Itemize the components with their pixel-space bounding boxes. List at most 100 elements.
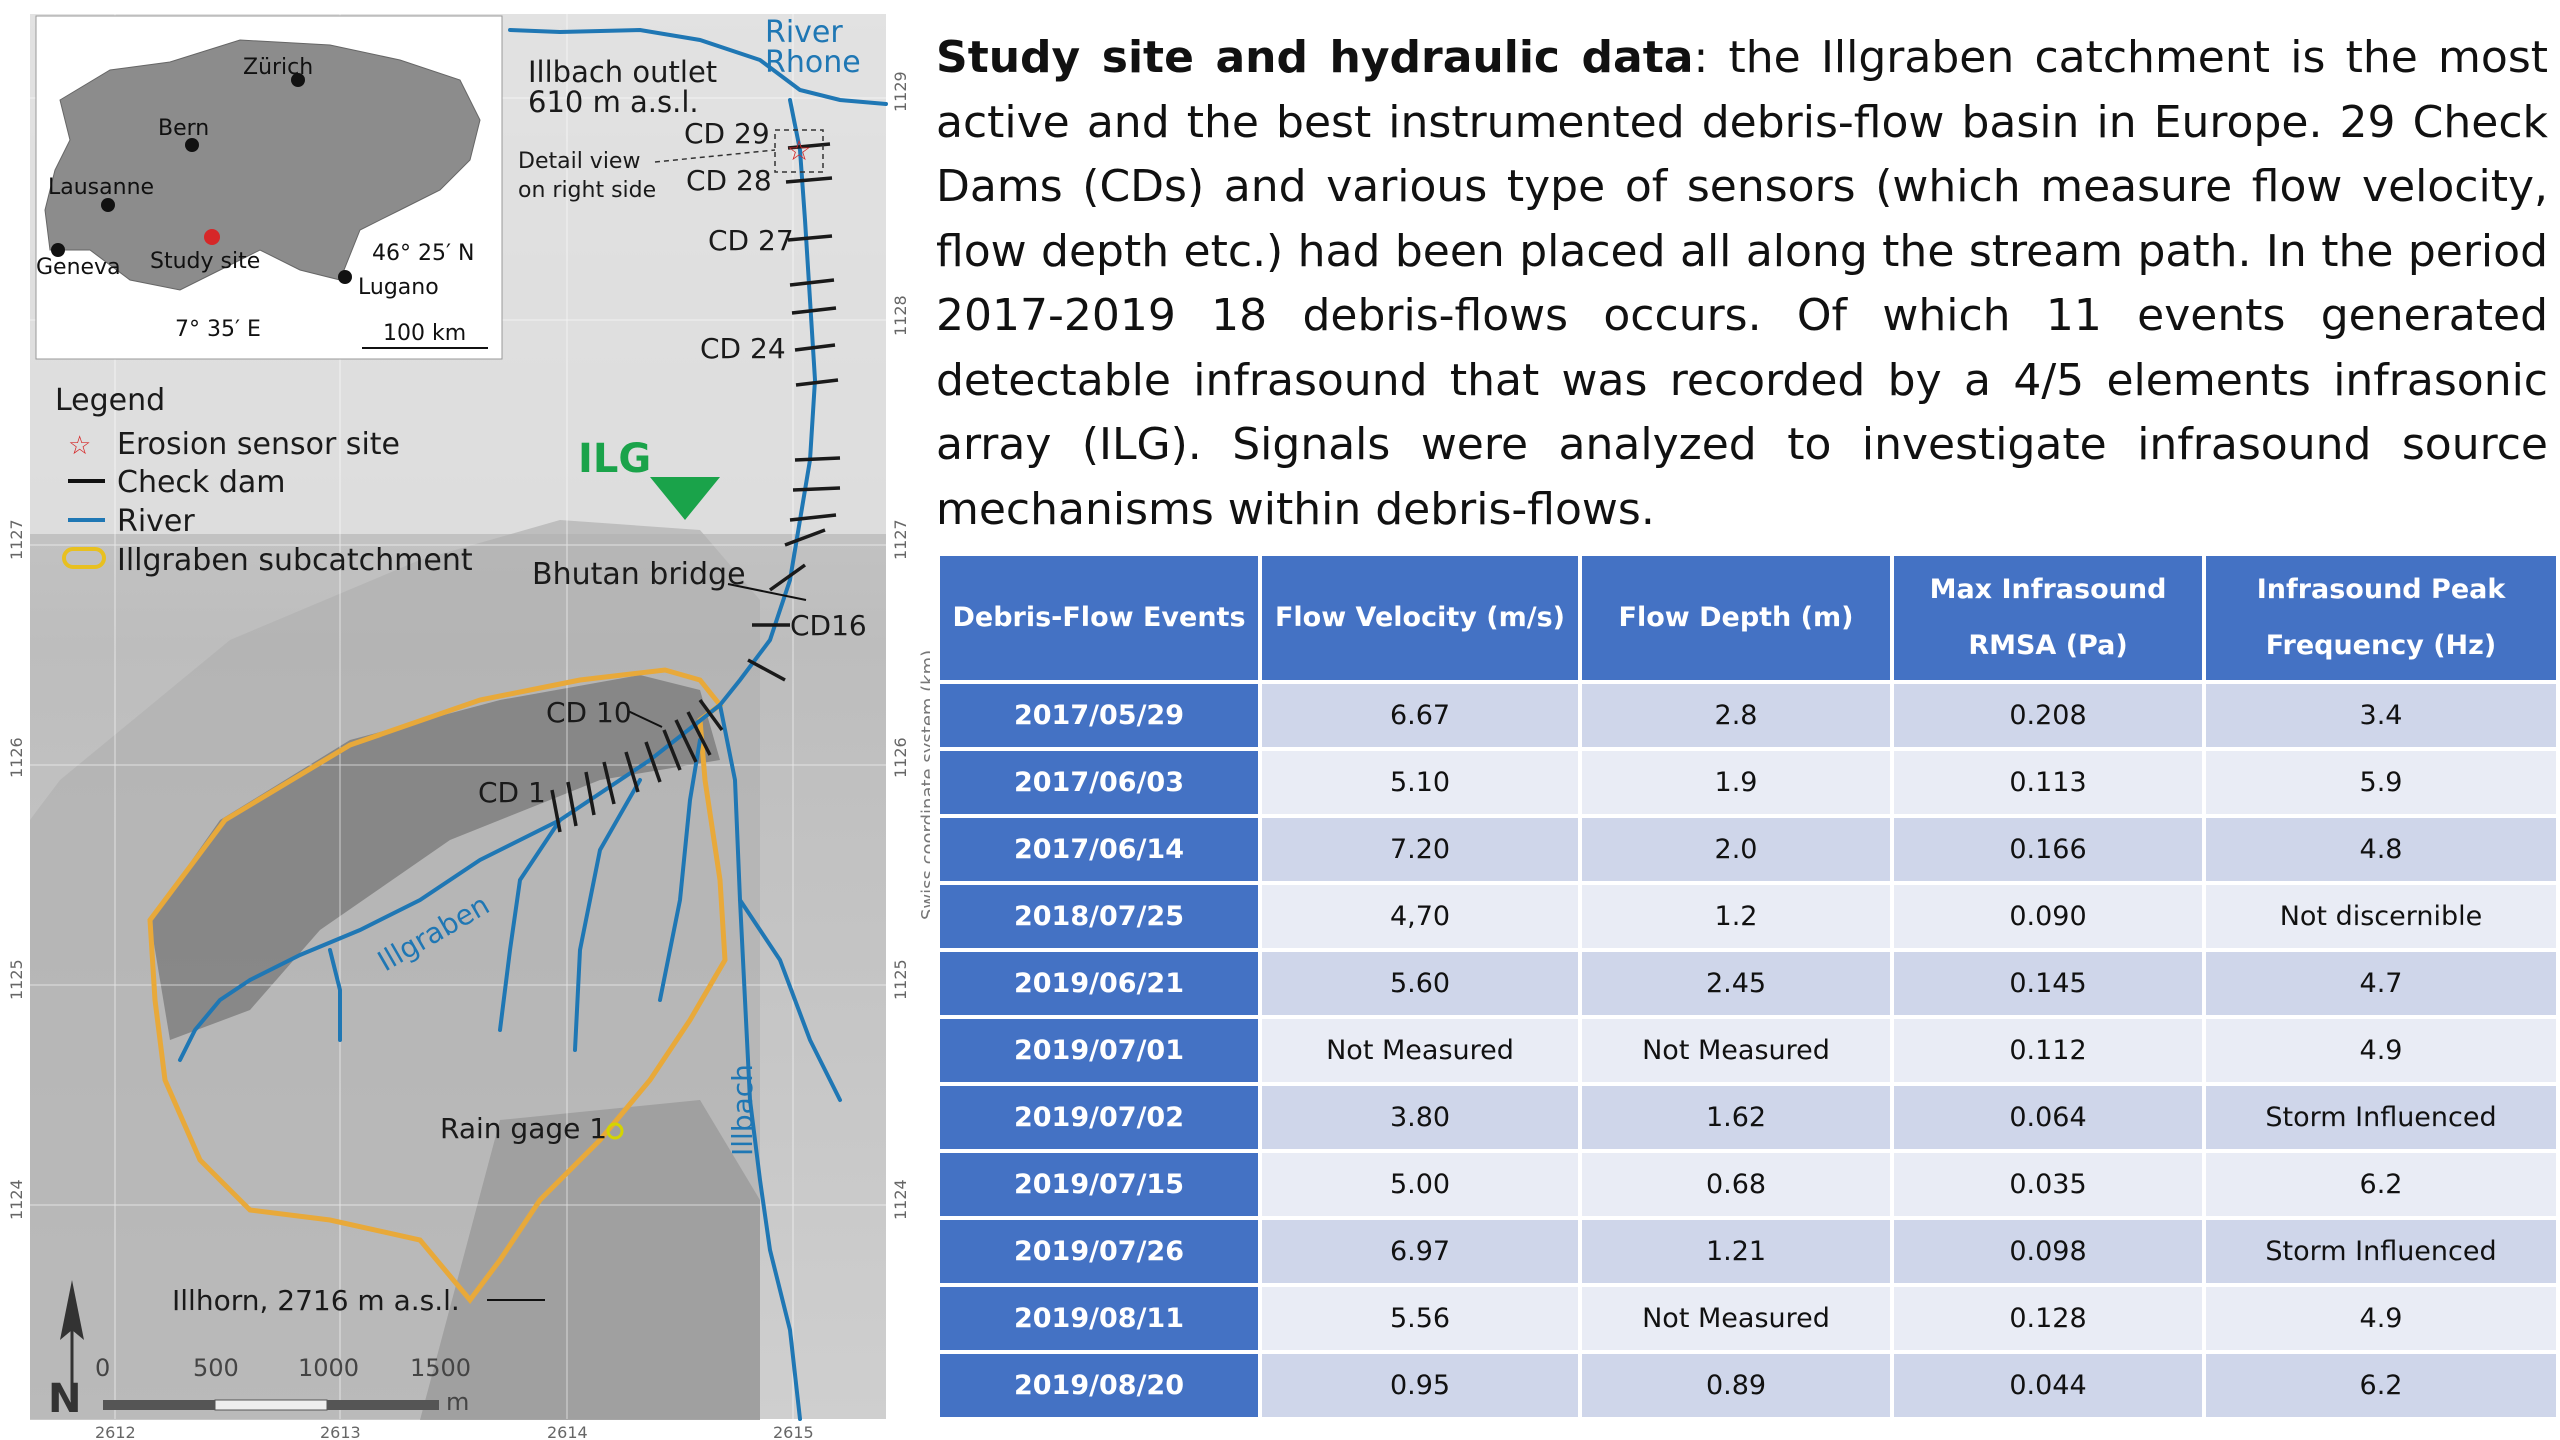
y-tick-left-1125: 1125 — [7, 959, 26, 1000]
cell-rmsa: 0.208 — [1894, 684, 2202, 747]
inset-city-lausanne: Lausanne — [48, 175, 154, 200]
cell-velocity: 7.20 — [1262, 818, 1578, 881]
detail-view-label-1: Detail view — [518, 149, 640, 174]
table-row: 2019/06/21 5.60 2.45 0.145 4.7 — [940, 952, 2556, 1015]
river-rhone-label-2: Rhone — [765, 45, 861, 80]
cell-event-date: 2019/07/01 — [940, 1019, 1258, 1082]
y-tick-right-1126: 1126 — [891, 737, 910, 778]
table-row: 2019/08/20 0.95 0.89 0.044 6.2 — [940, 1354, 2556, 1417]
cell-depth: 1.9 — [1582, 751, 1890, 814]
cell-event-date: 2019/08/11 — [940, 1287, 1258, 1350]
y-tick-right-1125: 1125 — [891, 959, 910, 1000]
erosion-legend-icon: ☆ — [68, 431, 91, 461]
ilg-array-icon — [650, 477, 720, 520]
inset-city-bern: Bern — [158, 116, 209, 141]
table-row: 2017/05/29 6.67 2.8 0.208 3.4 — [940, 684, 2556, 747]
scale-bar: 0 500 1000 1500 m — [95, 1354, 471, 1416]
catchment-outline — [147, 667, 728, 1305]
cell-frequency: 5.9 — [2206, 751, 2556, 814]
map-tick-labels: 2612 2613 2614 2615 1127 1126 1125 1124 … — [7, 71, 910, 1440]
cell-depth: 2.8 — [1582, 684, 1890, 747]
cell-rmsa: 0.044 — [1894, 1354, 2202, 1417]
y-tick-left-1126: 1126 — [7, 737, 26, 778]
illbach-label: Illbach — [726, 1064, 759, 1156]
cell-velocity: Not Measured — [1262, 1019, 1578, 1082]
cell-velocity: 5.60 — [1262, 952, 1578, 1015]
header-frequency: Infrasound Peak Frequency (Hz) — [2206, 556, 2556, 680]
cell-rmsa: 0.166 — [1894, 818, 2202, 881]
cell-frequency: 4.7 — [2206, 952, 2556, 1015]
coordinate-axis-label: Swiss coordinate system (km) — [918, 650, 930, 920]
y-tick-left-1124: 1124 — [7, 1179, 26, 1220]
x-tick-2612: 2612 — [95, 1423, 136, 1440]
debris-flow-events-table: Debris-Flow Events Flow Velocity (m/s) F… — [936, 552, 2560, 1421]
cell-rmsa: 0.090 — [1894, 885, 2202, 948]
header-velocity: Flow Velocity (m/s) — [1262, 556, 1578, 680]
cell-event-date: 2017/06/14 — [940, 818, 1258, 881]
table-row: 2018/07/25 4,70 1.2 0.090 Not discernibl… — [940, 885, 2556, 948]
cell-frequency: Storm Influenced — [2206, 1220, 2556, 1283]
inset-city-lugano: Lugano — [358, 275, 439, 300]
cd28-label: CD 28 — [686, 164, 772, 197]
cell-frequency: 3.4 — [2206, 684, 2556, 747]
cell-depth: 0.68 — [1582, 1153, 1890, 1216]
cell-frequency: 6.2 — [2206, 1354, 2556, 1417]
legend-title: Legend — [55, 383, 165, 418]
cell-depth: 0.89 — [1582, 1354, 1890, 1417]
bhutan-bridge-label: Bhutan bridge — [532, 557, 746, 592]
table-row: 2019/07/01 Not Measured Not Measured 0.1… — [940, 1019, 2556, 1082]
scale-unit: m — [446, 1388, 469, 1416]
study-site-map: ☆ River Rhone Illbach outlet 610 m a.s.l… — [0, 0, 930, 1440]
switzerland-inset-map: Zürich Bern Lausanne Geneva Study site 4… — [35, 15, 503, 360]
scale-tick-1000: 1000 — [298, 1354, 359, 1382]
study-site-marker-icon — [204, 229, 220, 245]
cd27-label: CD 27 — [708, 224, 794, 257]
ilg-label: ILG — [578, 436, 651, 482]
inset-scale: 100 km — [383, 321, 466, 346]
cell-velocity: 5.56 — [1262, 1287, 1578, 1350]
cell-event-date: 2019/06/21 — [940, 952, 1258, 1015]
outlet-label-1: Illbach outlet — [528, 55, 717, 89]
legend-erosion: Erosion sensor site — [117, 427, 400, 462]
scale-tick-1500: 1500 — [410, 1354, 471, 1382]
table-header-row: Debris-Flow Events Flow Velocity (m/s) F… — [940, 556, 2556, 680]
cell-depth: Not Measured — [1582, 1019, 1890, 1082]
cell-frequency: 4.9 — [2206, 1019, 2556, 1082]
cd29-label: CD 29 — [684, 117, 770, 150]
cell-depth: 1.21 — [1582, 1220, 1890, 1283]
river-rhone-label-1: River — [765, 15, 843, 50]
cell-event-date: 2018/07/25 — [940, 885, 1258, 948]
study-site-description: Study site and hydraulic data: the Illgr… — [936, 26, 2548, 542]
cell-frequency: Storm Influenced — [2206, 1086, 2556, 1149]
y-tick-right-1128: 1128 — [891, 295, 910, 336]
inset-city-geneva: Geneva — [36, 255, 121, 280]
y-tick-right-1127: 1127 — [891, 519, 910, 560]
cell-rmsa: 0.128 — [1894, 1287, 2202, 1350]
cell-velocity: 6.97 — [1262, 1220, 1578, 1283]
inset-study-site: Study site — [150, 249, 260, 274]
cell-event-date: 2019/07/26 — [940, 1220, 1258, 1283]
legend-river: River — [117, 504, 195, 539]
table-row: 2019/07/02 3.80 1.62 0.064 Storm Influen… — [940, 1086, 2556, 1149]
cell-rmsa: 0.035 — [1894, 1153, 2202, 1216]
description-body: : the Illgraben catchment is the most ac… — [936, 32, 2548, 535]
outlet-label-2: 610 m a.s.l. — [528, 85, 699, 119]
cell-frequency: 4.9 — [2206, 1287, 2556, 1350]
y-tick-left-1127: 1127 — [7, 519, 26, 560]
check-dams — [550, 142, 841, 833]
table-row: 2019/07/15 5.00 0.68 0.035 6.2 — [940, 1153, 2556, 1216]
cell-rmsa: 0.064 — [1894, 1086, 2202, 1149]
cell-event-date: 2017/06/03 — [940, 751, 1258, 814]
x-tick-2615: 2615 — [773, 1423, 814, 1440]
legend-check-dam: Check dam — [117, 465, 285, 500]
x-tick-2614: 2614 — [547, 1423, 588, 1440]
cell-rmsa: 0.113 — [1894, 751, 2202, 814]
cell-velocity: 0.95 — [1262, 1354, 1578, 1417]
header-rmsa: Max Infrasound RMSA (Pa) — [1894, 556, 2202, 680]
cell-depth: 2.45 — [1582, 952, 1890, 1015]
cell-frequency: Not discernible — [2206, 885, 2556, 948]
map-graphic: ☆ River Rhone Illbach outlet 610 m a.s.l… — [7, 14, 930, 1440]
legend-catchment: Illgraben subcatchment — [117, 543, 473, 578]
y-tick-right-1124: 1124 — [891, 1179, 910, 1220]
header-depth: Flow Depth (m) — [1582, 556, 1890, 680]
